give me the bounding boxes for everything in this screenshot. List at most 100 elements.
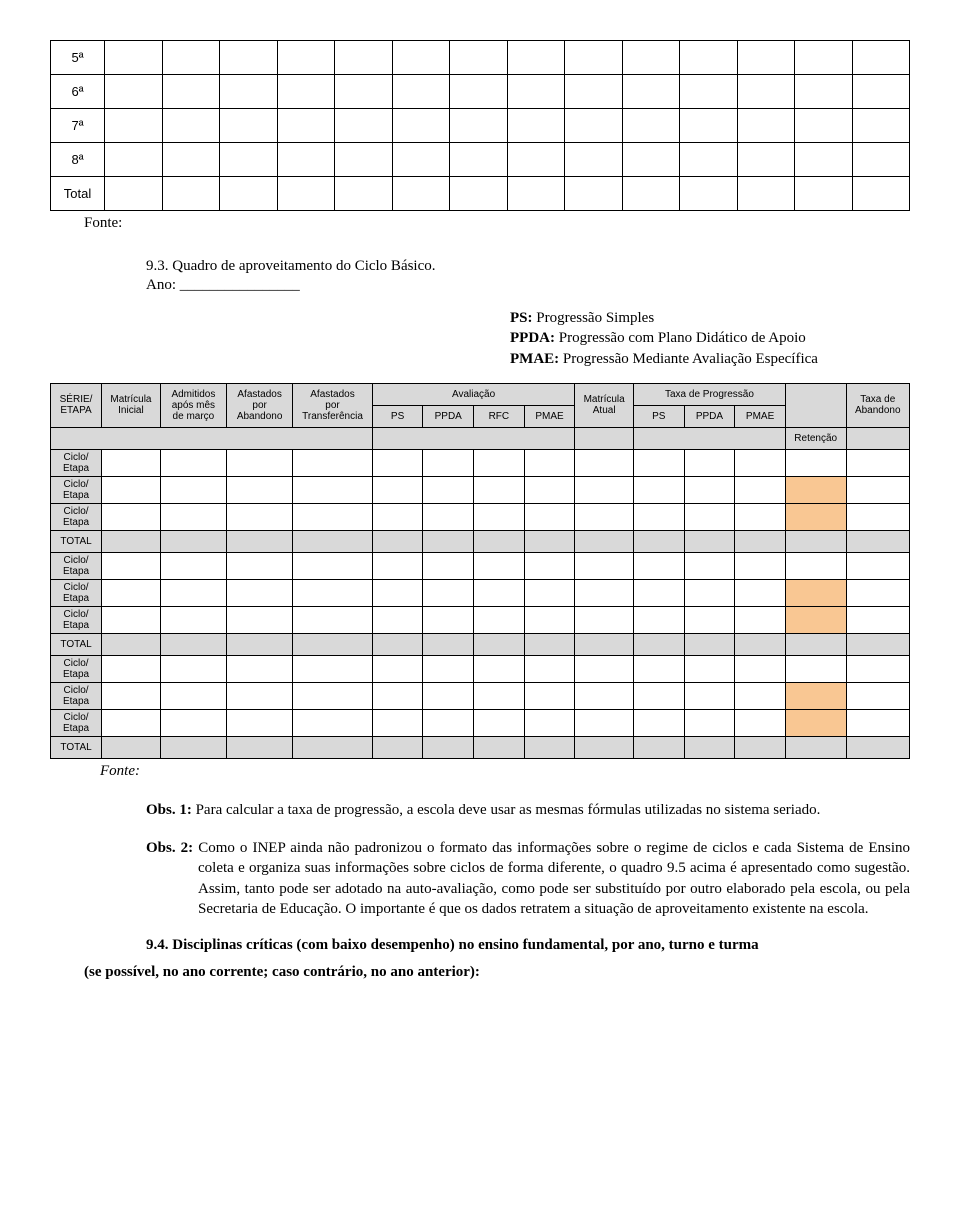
ciclo-cell <box>293 552 373 579</box>
hdr-matinicial-text: MatrículaInicial <box>110 394 151 416</box>
total-cell <box>227 736 293 758</box>
total-cell <box>634 530 685 552</box>
table1-cell <box>565 109 623 143</box>
table1-cell <box>162 109 220 143</box>
ciclo-cell <box>785 606 846 633</box>
ciclo-cell <box>227 682 293 709</box>
total-cell <box>227 530 293 552</box>
table1-cell <box>277 109 335 143</box>
table1-cell <box>335 109 393 143</box>
hdr-spacer-mat <box>575 427 634 449</box>
table1-cell <box>277 75 335 109</box>
table1-row: 5ª <box>51 41 910 75</box>
table1-cell <box>622 177 680 211</box>
hdr-serie: SÉRIE/ETAPA <box>51 383 102 427</box>
table1-row: Total <box>51 177 910 211</box>
table1-cell <box>392 143 450 177</box>
legend-block: PS: Progressão Simples PPDA: Progressão … <box>50 308 910 369</box>
ciclo-cell <box>846 606 910 633</box>
ciclo-cell <box>634 503 685 530</box>
hdr-admitidos: Admitidosapós mêsde março <box>160 383 226 427</box>
ciclo-cell <box>372 476 423 503</box>
total-cell <box>474 530 525 552</box>
ciclo-cell: Ciclo/Etapa <box>51 552 102 579</box>
ciclo-cell <box>575 552 634 579</box>
ciclo-cell <box>293 655 373 682</box>
ciclo-cell <box>160 709 226 736</box>
hdr-rfc: RFC <box>474 405 525 427</box>
ciclo-cell <box>227 606 293 633</box>
ciclo-cell <box>372 606 423 633</box>
table1-row-label: 7ª <box>51 109 105 143</box>
total-cell <box>735 736 786 758</box>
hdr-afast-abandono: AfastadosporAbandono <box>227 383 293 427</box>
legend-pmae-text: Progressão Mediante Avaliação Específica <box>559 351 818 367</box>
ciclo-cell <box>102 552 161 579</box>
ciclo-cell <box>684 503 735 530</box>
table1-row: 7ª <box>51 109 910 143</box>
ciclo-cell <box>423 449 474 476</box>
total-cell <box>524 736 575 758</box>
total-cell <box>160 736 226 758</box>
table1-cell <box>622 143 680 177</box>
ciclo-cell <box>735 579 786 606</box>
ciclo-cell <box>735 449 786 476</box>
hdr-ps2: PS <box>634 405 685 427</box>
ciclo-cell <box>785 503 846 530</box>
ciclo-cell <box>227 449 293 476</box>
table1-cell <box>450 143 508 177</box>
table1-cell <box>565 75 623 109</box>
total-row: TOTAL <box>51 633 910 655</box>
total-cell <box>293 633 373 655</box>
ciclo-cell <box>474 682 525 709</box>
hdr-ps1: PS <box>372 405 423 427</box>
ciclo-cell <box>227 709 293 736</box>
total-cell: TOTAL <box>51 736 102 758</box>
ciclo-cell <box>160 503 226 530</box>
total-cell <box>846 633 910 655</box>
table1-cell <box>162 41 220 75</box>
ciclo-cell <box>524 552 575 579</box>
hdr-ppda2: PPDA <box>684 405 735 427</box>
ciclo-row: Ciclo/Etapa <box>51 476 910 503</box>
ciclo-cell <box>423 655 474 682</box>
ciclo-cell <box>474 552 525 579</box>
legend-pmae-label: PMAE: <box>510 351 559 367</box>
table1-cell <box>162 143 220 177</box>
ciclo-cell <box>423 503 474 530</box>
table1-cell <box>852 109 910 143</box>
table1-cell <box>392 75 450 109</box>
table1-cell <box>680 41 738 75</box>
table1-cell <box>335 143 393 177</box>
hdr-matinicial: MatrículaInicial <box>102 383 161 427</box>
hdr-retencao: Retenção <box>785 427 846 449</box>
ciclo-cell <box>293 579 373 606</box>
table1-cell <box>392 109 450 143</box>
total-cell <box>735 530 786 552</box>
total-cell <box>423 633 474 655</box>
table1-row-label: 8ª <box>51 143 105 177</box>
table1-cell <box>737 75 795 109</box>
table1-cell <box>220 75 278 109</box>
table1-cell <box>795 177 853 211</box>
total-cell <box>575 530 634 552</box>
table1-cell <box>622 109 680 143</box>
ciclo-cell <box>524 655 575 682</box>
legend-ps-label: PS: <box>510 310 533 326</box>
table1-cell <box>105 75 163 109</box>
obs1-text: Para calcular a taxa de progressão, a es… <box>192 802 821 818</box>
ciclo-cell <box>102 503 161 530</box>
ciclo-cell <box>474 579 525 606</box>
obs2-label: Obs. 2: <box>146 840 193 856</box>
table1-cell <box>392 41 450 75</box>
table1-cell <box>565 177 623 211</box>
table1-cell <box>622 41 680 75</box>
ciclo-cell <box>735 709 786 736</box>
ciclo-cell <box>372 655 423 682</box>
total-cell <box>785 530 846 552</box>
ciclo-cell <box>160 606 226 633</box>
ciclo-cell <box>634 449 685 476</box>
table1-cell <box>852 177 910 211</box>
ciclo-cell <box>524 682 575 709</box>
table1-cell <box>162 75 220 109</box>
